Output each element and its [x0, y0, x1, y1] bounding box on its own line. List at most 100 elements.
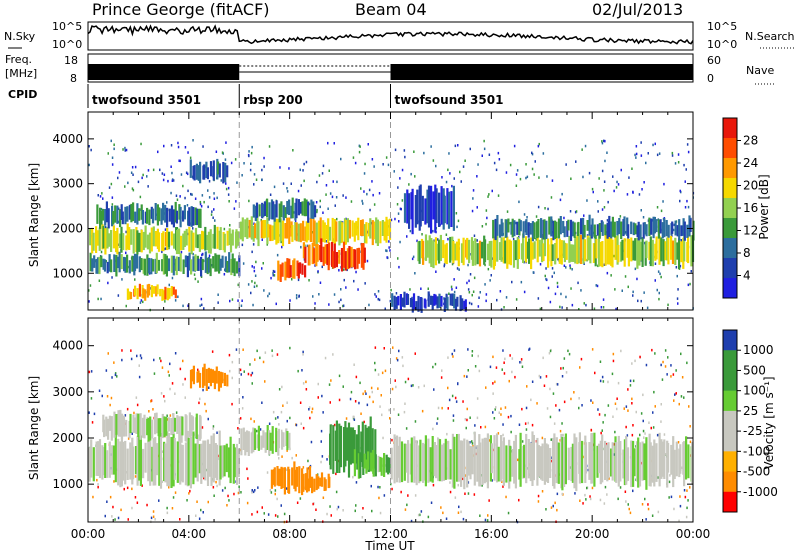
sparse-cell	[90, 397, 93, 400]
colorbar-tick-label: 4	[743, 269, 751, 283]
band-cell	[108, 415, 111, 431]
band-cell	[635, 441, 639, 482]
band-cell	[352, 249, 355, 268]
band-cell	[316, 244, 319, 262]
sparse-cell	[552, 392, 555, 395]
sparse-cell	[188, 492, 190, 495]
sparse-cell	[404, 508, 407, 511]
band-cell	[610, 221, 613, 239]
sparse-cell	[322, 411, 324, 414]
band-cell	[271, 426, 274, 454]
sparse-cell	[570, 397, 572, 401]
band-cell	[301, 263, 304, 275]
band-cell	[466, 439, 469, 488]
sparse-cell	[98, 279, 101, 282]
band-cell	[317, 220, 321, 243]
sparse-cell	[192, 139, 194, 142]
sparse-cell	[662, 360, 664, 364]
x-tick-label: 00:00	[676, 527, 711, 541]
band-cell	[159, 288, 162, 297]
band-cell	[215, 366, 218, 384]
sparse-cell	[631, 362, 633, 365]
band-cell	[211, 369, 214, 383]
sparse-cell	[112, 505, 114, 509]
band-cell	[298, 466, 301, 494]
sparse-cell	[672, 373, 675, 376]
band-cell	[143, 414, 146, 439]
band-cell	[680, 225, 683, 237]
band-cell	[582, 217, 585, 240]
sparse-cell	[200, 297, 203, 301]
band-cell	[638, 234, 641, 266]
sparse-cell	[270, 276, 272, 280]
sparse-cell	[531, 151, 533, 155]
sparse-cell	[335, 490, 338, 494]
sparse-cell	[582, 502, 584, 505]
band-cell	[541, 443, 544, 481]
band-cell	[302, 242, 305, 259]
sparse-cell	[281, 429, 283, 433]
band-cell	[618, 218, 621, 235]
sparse-cell	[684, 495, 687, 499]
band-cell	[157, 232, 161, 252]
band-cell	[111, 445, 114, 475]
sparse-cell	[651, 514, 654, 517]
band-cell	[294, 469, 297, 492]
band-cell	[262, 430, 265, 448]
band-cell	[107, 208, 110, 229]
band-cell	[536, 236, 539, 263]
sparse-cell	[483, 147, 486, 151]
band-cell	[120, 254, 123, 270]
sparse-cell	[643, 181, 645, 184]
band-cell	[199, 161, 202, 184]
sparse-cell	[553, 422, 556, 425]
band-cell	[103, 259, 107, 272]
band-cell	[488, 241, 491, 266]
band-cell	[335, 221, 338, 242]
band-cell	[270, 199, 274, 220]
band-cell	[649, 236, 652, 267]
sparse-cell	[575, 210, 578, 213]
sparse-cell	[342, 304, 344, 308]
sparse-cell	[537, 297, 540, 300]
sparse-cell	[647, 503, 649, 506]
band-cell	[519, 220, 522, 232]
sparse-cell	[641, 188, 643, 191]
sparse-cell	[120, 508, 122, 512]
sparse-cell	[558, 408, 561, 412]
sparse-cell	[101, 192, 103, 195]
band-cell	[190, 415, 193, 437]
sparse-cell	[187, 189, 189, 193]
band-cell	[332, 251, 335, 269]
band-cell	[342, 241, 346, 268]
band-cell	[322, 246, 325, 266]
band-cell	[567, 447, 570, 481]
sparse-cell	[403, 410, 406, 414]
band-cell	[120, 413, 124, 440]
sparse-cell	[192, 252, 194, 256]
sparse-cell	[467, 288, 470, 291]
sparse-cell	[654, 279, 656, 282]
band-cell	[665, 220, 668, 237]
sparse-cell	[343, 278, 345, 282]
sparse-cell	[468, 301, 471, 305]
band-cell	[390, 447, 393, 480]
sparse-cell	[455, 400, 458, 403]
band-cell	[293, 461, 296, 489]
sparse-cell	[492, 355, 494, 359]
sparse-cell	[182, 383, 184, 386]
sparse-cell	[473, 493, 476, 496]
band-cell	[634, 238, 637, 261]
band-cell	[177, 256, 181, 271]
sparse-cell	[130, 171, 133, 174]
band-cell	[156, 284, 159, 295]
band-cell	[598, 223, 601, 239]
band-cell	[264, 220, 267, 238]
sparse-cell	[231, 402, 233, 406]
band-cell	[196, 208, 199, 226]
band-cell	[108, 233, 111, 247]
sparse-cell	[355, 481, 358, 484]
band-cell	[317, 476, 320, 489]
sparse-cell	[239, 417, 242, 420]
sparse-cell	[471, 350, 474, 353]
